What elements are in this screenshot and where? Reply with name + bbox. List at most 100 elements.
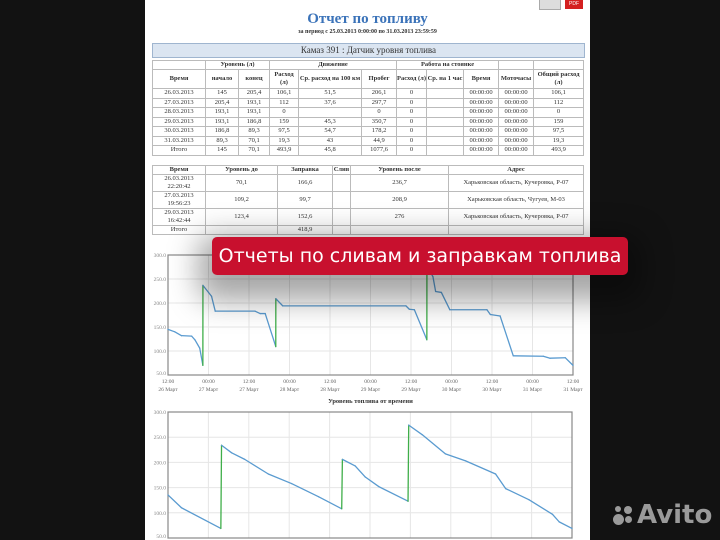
- level-segment: [528, 499, 554, 515]
- vehicle-sensor-bar: Камаз 391 : Датчик уровня топлива: [152, 43, 585, 58]
- table-row: 29.03.2013 193,1 186,8 159 45,3 350,7 0 00:00:0…: [152, 116, 585, 127]
- total-cell: [350, 225, 449, 235]
- column-header: Расход (л): [269, 69, 299, 89]
- y-tick-label: 200.0: [154, 301, 167, 307]
- table-cell: 99,7: [277, 191, 333, 209]
- table-cell: 00:00:00: [463, 88, 500, 99]
- table-cell: 00:00:00: [498, 107, 535, 118]
- total-cell: [205, 225, 278, 235]
- table-row: 28.03.2013 193,1 193,1 0 0 0 00:00:00 00:00:00 0: [152, 107, 585, 118]
- table-cell: 145: [205, 145, 239, 156]
- y-tick-label: 300.0: [154, 410, 167, 416]
- table-row: Итого 145 70,1 493,9 45,8 1077,6 0 00:00:00 00:0…: [152, 145, 585, 156]
- total-cell: [448, 225, 584, 235]
- table-cell: 37,6: [298, 97, 362, 108]
- table-cell: 97,5: [269, 126, 299, 137]
- table-cell: 193,1: [205, 116, 239, 127]
- level-segment: [194, 339, 201, 349]
- table-cell: 00:00:00: [463, 135, 500, 146]
- table-cell: 0: [360, 107, 398, 118]
- table-cell: [426, 145, 465, 156]
- x-tick-label: 00:00: [526, 379, 539, 385]
- y-tick-label: 300.0: [154, 253, 167, 259]
- fuel-level-chart-2: 300.0 250.0 200.0 150.0 100.0 50.0: [154, 410, 573, 540]
- level-segment: [341, 458, 356, 467]
- avito-watermark: Avito: [612, 500, 712, 530]
- level-segment: [432, 275, 437, 293]
- x-tick-label: 12:00: [324, 379, 337, 385]
- column-header: Уровень после: [350, 165, 449, 175]
- page-title: Отчет по топливу: [307, 11, 428, 27]
- y-tick-label: 100.0: [154, 349, 167, 355]
- table-cell: 276: [350, 208, 449, 226]
- level-segment: [202, 284, 213, 297]
- table-cell: 19,3: [533, 135, 585, 146]
- level-segment: [408, 424, 423, 436]
- table-cell: 43: [298, 135, 362, 146]
- x-tick-label: 31 Март: [563, 387, 583, 393]
- table-cell: 1077,6: [360, 145, 398, 156]
- y-tick-label: 50.0: [156, 371, 166, 377]
- report-period: за период с 25.03.2013 0:00:00 по 31.03.…: [298, 29, 437, 35]
- empty-header: [498, 60, 535, 70]
- print-icon[interactable]: [539, 0, 561, 10]
- total-cell: Итого: [152, 225, 206, 235]
- column-header: конец: [238, 69, 270, 89]
- table-cell: 193,1: [238, 97, 270, 108]
- level-segment: [558, 521, 573, 530]
- y-tick-label: 200.0: [154, 460, 167, 466]
- group-header: Движение: [268, 60, 398, 70]
- plot-frame: [167, 411, 573, 539]
- table-cell: 0: [396, 145, 428, 156]
- level-segment: [489, 313, 501, 317]
- level-segment: [220, 444, 233, 454]
- x-tick-label: 28 Март: [280, 387, 300, 393]
- table-cell: 97,5: [533, 126, 585, 137]
- table-cell: 29.03.2013: [152, 116, 206, 127]
- level-segment: [364, 476, 380, 488]
- level-segment: [167, 494, 183, 509]
- table-cell: 00:00:00: [498, 135, 535, 146]
- table-cell: 206,1: [360, 88, 398, 99]
- table-cell: 70,1: [238, 145, 270, 156]
- table-cell: [426, 107, 465, 118]
- table-cell: 19,3: [269, 135, 299, 146]
- level-segment: [464, 460, 497, 475]
- x-tick-label: 12:00: [243, 379, 256, 385]
- table-cell: [426, 116, 465, 127]
- column-header: Пробег: [360, 69, 398, 89]
- refuel-segment: [407, 424, 410, 502]
- column-header: начало: [205, 69, 239, 89]
- pdf-export-icon[interactable]: PDF: [565, 0, 583, 9]
- table-cell: 0: [396, 126, 428, 137]
- column-header: Ср. на 1 час: [426, 69, 465, 89]
- table-cell: 00:00:00: [463, 97, 500, 108]
- table-cell: 00:00:00: [498, 116, 535, 127]
- fuel-level-chart: 300.0 250.0 200.0 150.0 100.0 50.0 12:00 26 Мар…: [154, 253, 584, 405]
- table-cell: 493,9: [533, 145, 585, 156]
- y-tick-label: 50.0: [156, 534, 166, 540]
- table-cell: 45,3: [298, 116, 362, 127]
- table-cell: 29.03.2013 16:42:44: [152, 208, 206, 226]
- promo-banner: Отчеты по сливам и заправкам топлива: [212, 237, 628, 275]
- level-segment: [551, 513, 560, 523]
- x-tick-label: 12:00: [405, 379, 418, 385]
- level-segment: [405, 305, 410, 310]
- table-cell: [298, 107, 362, 118]
- level-segment: [421, 434, 447, 455]
- level-segment: [264, 312, 277, 348]
- table-cell: 0: [269, 107, 299, 118]
- column-header: Расход (л): [396, 69, 428, 89]
- total-cell: 418,9: [277, 225, 333, 235]
- table-cell: 186,8: [238, 116, 270, 127]
- column-header: Время: [152, 165, 206, 175]
- table-cell: 112: [533, 97, 585, 108]
- x-tick-label: 27 Март: [239, 387, 259, 393]
- column-header-row: Время начало конец Расход (л) Ср. расход на …: [152, 69, 585, 89]
- table-cell: 152,6: [277, 208, 333, 226]
- column-header: Слив: [332, 165, 351, 175]
- level-segment: [244, 458, 269, 475]
- x-tick-label: 30 Март: [482, 387, 502, 393]
- table-cell: 00:00:00: [463, 126, 500, 137]
- level-segment: [174, 331, 183, 337]
